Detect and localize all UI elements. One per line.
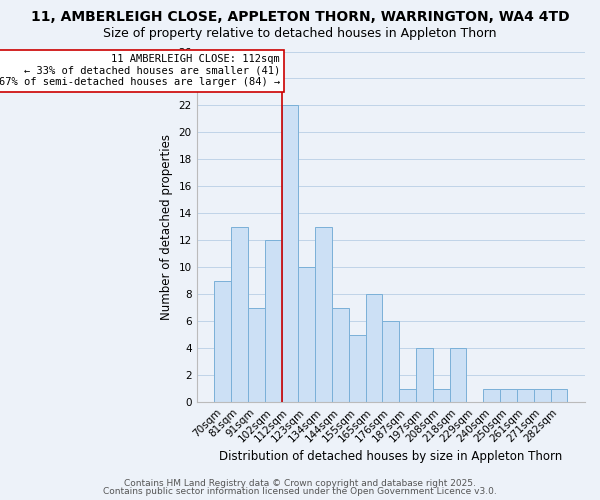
Bar: [534, 388, 551, 402]
Bar: [551, 388, 568, 402]
Text: Contains HM Land Registry data © Crown copyright and database right 2025.: Contains HM Land Registry data © Crown c…: [124, 478, 476, 488]
Bar: [315, 227, 332, 402]
Bar: [399, 388, 416, 402]
X-axis label: Distribution of detached houses by size in Appleton Thorn: Distribution of detached houses by size …: [219, 450, 562, 462]
Bar: [517, 388, 534, 402]
Bar: [449, 348, 466, 402]
Text: 11 AMBERLEIGH CLOSE: 112sqm
← 33% of detached houses are smaller (41)
67% of sem: 11 AMBERLEIGH CLOSE: 112sqm ← 33% of det…: [0, 54, 280, 88]
Y-axis label: Number of detached properties: Number of detached properties: [160, 134, 173, 320]
Text: 11, AMBERLEIGH CLOSE, APPLETON THORN, WARRINGTON, WA4 4TD: 11, AMBERLEIGH CLOSE, APPLETON THORN, WA…: [31, 10, 569, 24]
Bar: [416, 348, 433, 402]
Bar: [265, 240, 281, 402]
Text: Size of property relative to detached houses in Appleton Thorn: Size of property relative to detached ho…: [103, 28, 497, 40]
Bar: [298, 268, 315, 402]
Bar: [248, 308, 265, 402]
Bar: [214, 281, 231, 402]
Bar: [231, 227, 248, 402]
Bar: [433, 388, 449, 402]
Text: Contains public sector information licensed under the Open Government Licence v3: Contains public sector information licen…: [103, 487, 497, 496]
Bar: [332, 308, 349, 402]
Bar: [281, 106, 298, 402]
Bar: [365, 294, 382, 402]
Bar: [500, 388, 517, 402]
Bar: [382, 322, 399, 402]
Bar: [483, 388, 500, 402]
Bar: [349, 335, 365, 402]
